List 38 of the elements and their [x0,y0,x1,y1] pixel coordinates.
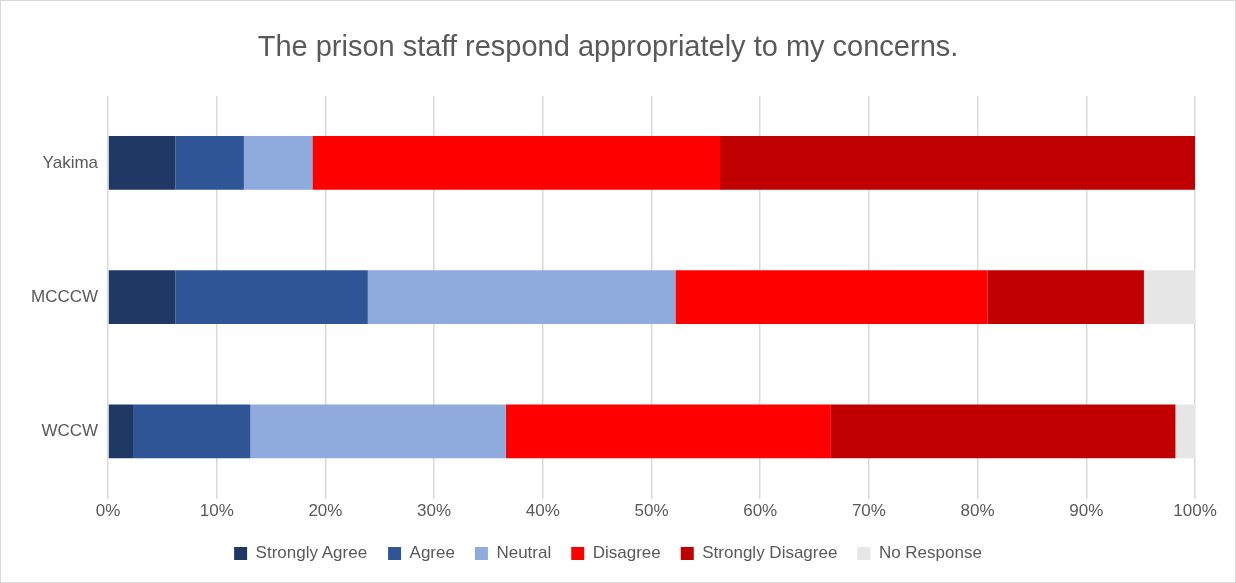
bar [720,136,1195,190]
x-tick-label: 70% [851,501,886,521]
bar [108,136,176,190]
legend-label: Agree [409,543,455,563]
bar [133,404,251,459]
chart-title: The prison staff respond appropriately to my concerns. [257,30,959,63]
bar [312,136,720,190]
y-tick-label: WCCW [41,421,99,441]
x-tick-label: 50% [634,501,669,521]
bar [987,270,1144,325]
y-tick-label: Yakima [42,152,99,172]
bar [1143,270,1195,325]
x-tick-label: 90% [1069,501,1104,521]
x-tick-label: 40% [525,501,560,521]
bar [108,404,134,459]
x-tick-label: 80% [960,501,995,521]
x-tick-label: 30% [417,501,452,521]
bar [830,404,1176,459]
bar [243,136,313,190]
x-tick-label: 0% [95,501,121,521]
legend-label: Disagree [592,543,661,563]
bar [175,270,368,325]
bar [367,270,676,325]
bar [675,270,988,325]
legend-label: Strongly Agree [255,543,368,563]
bar [175,136,244,190]
x-tick-label: 100% [1173,501,1217,521]
x-tick-label: 60% [743,501,778,521]
x-tick-label: 20% [308,501,343,521]
legend-label: No Response [878,543,982,563]
bar [505,404,831,459]
bar [1175,404,1195,459]
legend-label: Strongly Disagree [702,543,838,563]
y-tick-label: MCCCW [30,286,99,306]
legend-label: Neutral [496,543,552,563]
x-tick-label: 10% [199,501,234,521]
bar [108,270,176,325]
bar [250,404,506,459]
